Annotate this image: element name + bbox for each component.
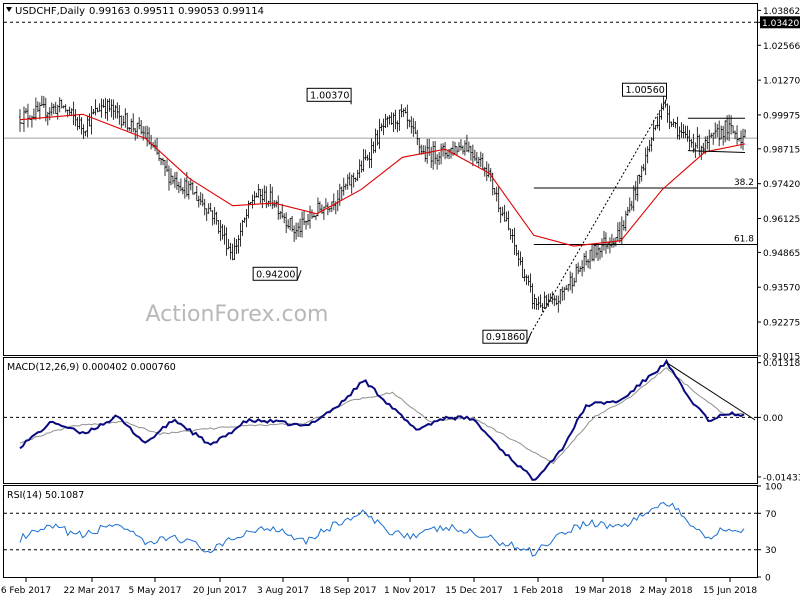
rsi-y-tick-label: 30: [765, 546, 777, 556]
macd-panel: [3, 357, 758, 484]
price-panel: [3, 3, 758, 356]
macd-y-tick-label: 0.00: [763, 414, 783, 424]
x-tick-label: 1 Feb 2018: [513, 586, 564, 596]
y-tick-label: 1.03862: [763, 7, 800, 17]
y-tick-label: 1.03420: [762, 19, 799, 29]
watermark: ActionForex.com: [146, 302, 329, 327]
swing-label-box: [306, 87, 352, 102]
swing-label: 1.00370: [310, 90, 349, 101]
chart-symbol: USDCHF,Daily: [15, 6, 85, 17]
fib-level-label: 61.8: [734, 234, 754, 244]
swing-label-pointer: [526, 333, 532, 344]
x-tick-label: 5 May 2017: [129, 586, 182, 596]
rsi-y-tick-label: 0: [765, 574, 771, 584]
rsi-title: RSI(14) 50.1087: [7, 490, 84, 501]
y-tick-label: 1.02566: [763, 42, 800, 52]
x-tick-label: 15 Dec 2017: [445, 586, 503, 596]
collapse-triangle-icon[interactable]: [6, 7, 12, 12]
macd-line: [19, 358, 745, 481]
macd-y-tick-label: -0.014339: [763, 473, 800, 483]
swing-label: 0.91860: [486, 332, 525, 343]
y-tick-label: 0.93570: [763, 284, 800, 294]
x-tick-label: 2 May 2018: [640, 586, 693, 596]
x-tick-label: 20 Jun 2017: [193, 586, 247, 596]
level-badge: [760, 16, 800, 29]
swing-label-box: [622, 82, 668, 97]
macd-trendline: [666, 362, 756, 421]
rsi-line: [19, 502, 745, 557]
swing-label: 1.00560: [626, 85, 665, 96]
x-tick-label: 22 Mar 2017: [63, 586, 120, 596]
fib-swing-line: [530, 98, 667, 334]
macd-y-tick-label: 0.013184: [763, 359, 800, 369]
y-tick-label: 0.97420: [763, 180, 800, 190]
y-tick-label: 0.94865: [763, 249, 800, 259]
swing-label-box: [252, 266, 298, 281]
rsi-y-tick-label: 70: [765, 510, 777, 520]
x-tick-label: 19 Mar 2018: [574, 586, 631, 596]
x-tick-label: 3 Aug 2017: [257, 586, 309, 596]
x-tick-label: 15 Jun 2018: [703, 586, 757, 596]
y-tick-label: 1.01270: [763, 77, 800, 87]
moving-average-line: [19, 113, 746, 247]
swing-label-pointer: [296, 270, 302, 281]
channel-bottom-line: [687, 150, 746, 153]
y-tick-label: 0.96125: [763, 215, 800, 225]
x-tick-label: 1 Nov 2017: [384, 586, 436, 596]
rsi-panel: [3, 485, 758, 578]
fib-level-label: 38.2: [734, 178, 754, 188]
swing-label-box: [482, 329, 528, 344]
rsi-y-tick-label: 100: [765, 483, 782, 493]
y-tick-label: 0.92275: [763, 319, 800, 329]
chart-ohlc: 0.99163 0.99511 0.99053 0.99114: [89, 6, 264, 17]
y-tick-label: 0.99975: [763, 111, 800, 121]
x-tick-label: 18 Sep 2017: [319, 586, 376, 596]
y-tick-label: 0.91015: [763, 352, 800, 362]
macd-title: MACD(12,26,9) 0.000402 0.000760: [7, 362, 176, 373]
x-tick-label: 6 Feb 2017: [1, 586, 51, 596]
macd-signal-line: [19, 367, 745, 465]
swing-label: 0.94200: [256, 269, 295, 280]
y-tick-label: 0.98715: [763, 145, 800, 155]
